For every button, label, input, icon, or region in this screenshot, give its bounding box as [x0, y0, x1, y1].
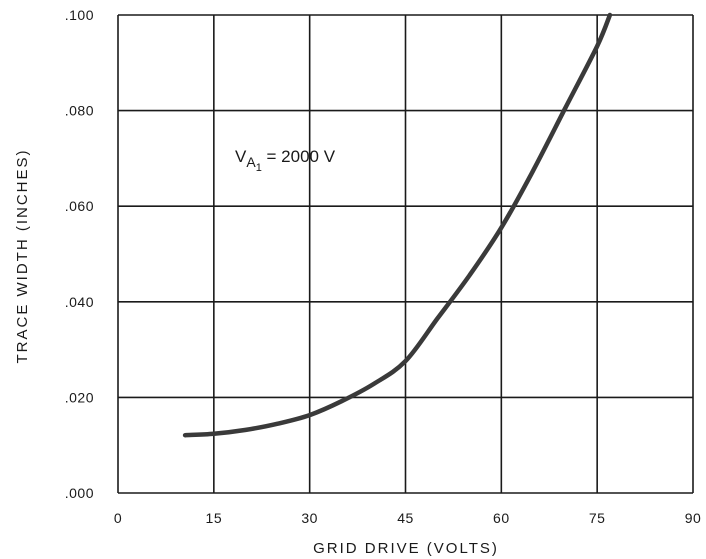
x-tick-label: 45 [397, 510, 414, 526]
x-tick-label: 60 [493, 510, 510, 526]
y-tick-label: .100 [65, 7, 94, 23]
y-tick-label: .060 [65, 198, 94, 214]
y-tick-label: .080 [65, 103, 94, 119]
y-tick-label: .040 [65, 294, 94, 310]
series-layer [182, 12, 613, 438]
y-axis-label: TRACE WIDTH (INCHES) [14, 149, 31, 364]
x-axis-label: GRID DRIVE (VOLTS) [313, 540, 499, 557]
tick-labels: 0 15 30 45 60 75 90 .000 .020 .040 .060 .080 .100 [65, 7, 702, 526]
annotation-va1: VA1 = 2000 V [235, 147, 336, 174]
x-tick-label: 0 [114, 510, 122, 526]
series-line-0 [182, 12, 613, 438]
y-tick-label: .000 [65, 485, 94, 501]
x-tick-label: 75 [589, 510, 606, 526]
x-tick-label: 90 [685, 510, 702, 526]
grid [117, 14, 694, 494]
x-tick-label: 30 [301, 510, 318, 526]
y-tick-label: .020 [65, 389, 94, 405]
x-tick-label: 15 [206, 510, 223, 526]
